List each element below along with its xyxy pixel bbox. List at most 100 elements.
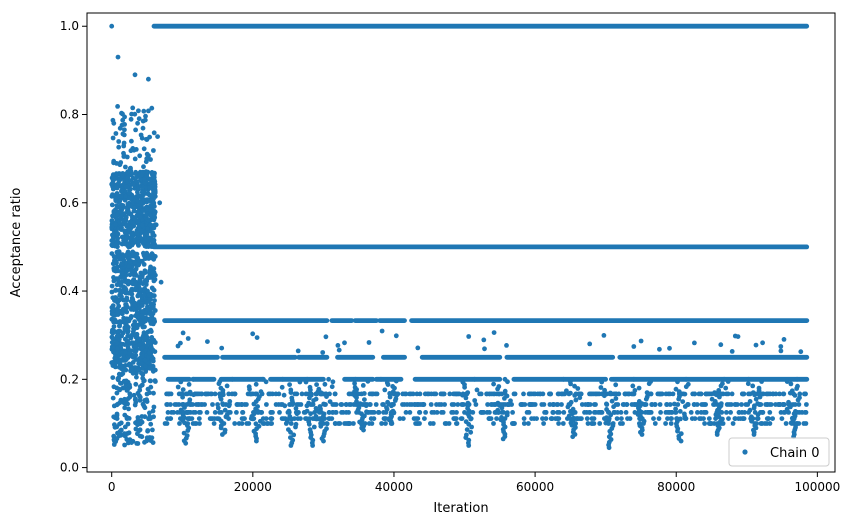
level-point (428, 402, 434, 407)
burn-in-point (133, 357, 139, 362)
level-point (625, 416, 630, 421)
plot-area-frame (86, 12, 836, 473)
burn-in-point (148, 421, 154, 427)
level-point (705, 391, 711, 397)
level-point (433, 391, 439, 397)
dip-point (311, 424, 317, 430)
dip-point (632, 388, 638, 393)
level-point (773, 391, 779, 397)
dip-point (360, 383, 366, 388)
level-point (269, 416, 275, 421)
x-tick-label: 20000 (234, 480, 272, 494)
dip-point (751, 432, 757, 437)
dip-point (747, 399, 753, 404)
level-point (373, 402, 379, 407)
dip-point (182, 405, 187, 410)
level-point (417, 410, 422, 415)
stray-point (323, 334, 329, 340)
burn-in-point (139, 303, 145, 308)
level-point (781, 402, 787, 407)
level-point (698, 410, 704, 415)
level-point (198, 391, 204, 397)
level-point (556, 410, 562, 415)
level-point (312, 410, 317, 415)
dip-point (606, 445, 612, 451)
level-point (730, 421, 736, 426)
dip-point (577, 395, 583, 401)
level-point (688, 410, 694, 415)
level-point (773, 402, 778, 407)
burn-in-point (141, 108, 147, 114)
burn-in-point (122, 127, 127, 133)
burn-in-point (130, 220, 136, 226)
dip-point (178, 407, 184, 413)
level-point (579, 416, 584, 421)
dip-point (324, 421, 330, 427)
burn-in-point (112, 257, 118, 263)
level-point (403, 410, 409, 415)
level-point (706, 416, 712, 421)
level-point (400, 391, 406, 397)
burn-in-point (147, 185, 153, 191)
dip-point (191, 376, 196, 382)
burn-in-point (142, 357, 148, 363)
level-point (166, 391, 172, 397)
dip-point (324, 394, 329, 399)
level-point (618, 421, 623, 426)
dip-point (185, 428, 191, 433)
burn-in-point (140, 324, 146, 330)
level-point (453, 416, 459, 421)
dip-point (604, 401, 609, 407)
level-point (267, 391, 273, 397)
burn-in-point (135, 415, 141, 420)
y-tick-label: 0.8 (60, 108, 79, 122)
dip-point (491, 381, 496, 387)
burn-in-point (141, 164, 146, 170)
level-point (543, 416, 549, 421)
burn-in-point (150, 175, 156, 181)
level-point (792, 402, 798, 407)
dip-point (218, 425, 224, 431)
stray-point (342, 340, 347, 346)
level-point (460, 402, 466, 407)
y-tick-label: 0.2 (60, 372, 79, 386)
burn-in-point (115, 346, 120, 352)
dip-point (745, 381, 751, 387)
burn-in-point (117, 321, 123, 326)
burn-in-point (153, 379, 158, 384)
burn-in-point (112, 317, 118, 323)
dip-point (354, 395, 359, 400)
burn-in-point (133, 344, 138, 350)
dip-point (611, 404, 616, 410)
level-point (232, 421, 238, 426)
level-point (599, 410, 605, 415)
dip-point (287, 382, 292, 387)
burn-in-point (119, 202, 125, 208)
burn-in-point (126, 210, 131, 216)
burn-in-point (151, 148, 156, 153)
burn-in-point (131, 272, 137, 278)
dip-point (753, 396, 759, 402)
dip-point (308, 411, 313, 417)
level-point (451, 391, 456, 397)
level-point (764, 391, 769, 397)
level-point (236, 402, 242, 407)
burn-in-point (116, 278, 121, 284)
level-band (165, 376, 192, 382)
dip-point (304, 408, 310, 414)
level-point (614, 416, 620, 421)
level-point (234, 410, 239, 415)
burn-in-point (111, 437, 117, 443)
burn-in-point (114, 171, 119, 177)
dip-point (505, 379, 510, 385)
burn-in-point (111, 278, 117, 284)
burn-in-point (130, 241, 136, 246)
dip-point (321, 438, 326, 444)
burn-in-point (140, 401, 146, 407)
burn-in-point (121, 140, 127, 146)
level-point (239, 421, 245, 426)
dip-point (714, 432, 720, 437)
level-point (578, 391, 584, 397)
level-point (534, 416, 539, 421)
dip-point (319, 418, 325, 424)
